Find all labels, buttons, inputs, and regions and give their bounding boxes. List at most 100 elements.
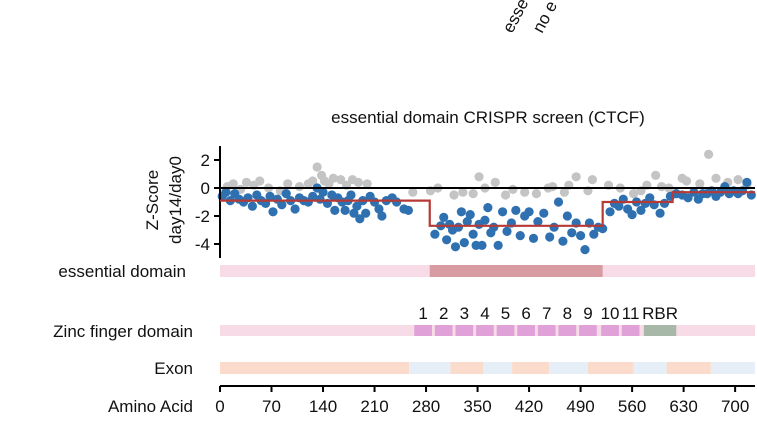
nonessential-point [449, 190, 459, 200]
y-tick-label: 2 [201, 151, 210, 170]
essential-point [361, 208, 371, 218]
essential-point [430, 229, 440, 239]
x-tick-label: 350 [463, 397, 491, 416]
y-axis-ticks: 2 0 -2 -4 [195, 151, 220, 254]
essential-point [330, 205, 340, 215]
nonessential-point [228, 179, 238, 189]
zinc-finger-number: 1 [418, 304, 427, 323]
nonessential-point [408, 187, 418, 197]
essential-point [450, 242, 461, 252]
essential-domain-track [220, 265, 755, 277]
essential-point [349, 208, 359, 218]
essential-point [545, 232, 555, 242]
essential-point [221, 187, 231, 197]
zinc-finger-2 [434, 325, 453, 336]
essential-point [403, 205, 413, 215]
zinc-finger-label: Zinc finger domain [53, 322, 193, 341]
nonessential-point [508, 184, 518, 194]
zinc-finger-track: 1 2 3 4 5 6 7 8 9 10 11 RBR [220, 304, 755, 336]
nonessential-point [587, 175, 597, 185]
nonessential-point [255, 176, 265, 186]
essential-point [355, 214, 365, 224]
essential-point [605, 207, 615, 217]
essential-point [558, 236, 568, 246]
essential-point [567, 228, 577, 238]
essential-point [528, 233, 539, 243]
segment-mean-line [220, 191, 755, 227]
exon-segment [409, 362, 451, 374]
nonessential-point [474, 172, 484, 182]
y-axis-label-line2: day14/day0 [166, 156, 185, 244]
x-tick-label: 560 [618, 397, 646, 416]
essential-point [290, 204, 300, 214]
essential-domain-label: essential domain [58, 262, 186, 281]
zinc-finger-number: 6 [521, 304, 530, 323]
zinc-finger-number: 5 [501, 304, 510, 323]
zinc-finger-number: 4 [480, 304, 489, 323]
essential-point [340, 205, 350, 215]
rbr-label: RBR [642, 304, 678, 323]
nonessential-point [571, 172, 581, 182]
nonessential-point [294, 182, 305, 192]
essential-point [655, 208, 665, 218]
essential-point [511, 205, 521, 215]
zinc-finger-3 [455, 325, 474, 336]
nonessential-point [733, 175, 743, 185]
essential-point [462, 217, 472, 227]
x-tick-label: 210 [360, 397, 388, 416]
essential-point [483, 203, 493, 213]
nonessential-point [468, 189, 478, 199]
x-tick-label: 420 [515, 397, 543, 416]
x-axis-ticks: 0 70 140 210 280 350 420 490 560 630 700 [215, 386, 749, 416]
essential-point [247, 201, 257, 211]
nonessential-point [704, 149, 714, 159]
nonessential-point [628, 189, 639, 199]
nonessential-point [312, 162, 322, 172]
exon-segment [512, 362, 549, 374]
x-tick-label: 280 [412, 397, 440, 416]
nonessential-point [328, 173, 338, 183]
essential-point [636, 205, 646, 215]
exon-track [220, 362, 755, 374]
essential-domain-region [429, 265, 603, 277]
x-axis-label: Amino Acid [108, 397, 193, 416]
nonessential-point [490, 177, 500, 187]
essential-point [268, 207, 278, 217]
nonessential-point [651, 170, 661, 180]
nonessential-point [695, 179, 705, 189]
x-tick-label: 70 [262, 397, 281, 416]
essential-point [352, 201, 362, 211]
essential-point [493, 240, 503, 250]
essential-point [265, 191, 275, 201]
essential-point [659, 198, 670, 208]
exon-segment [220, 362, 410, 374]
nonessential-point [458, 187, 468, 197]
exon-segment [587, 362, 634, 374]
essential-point [645, 193, 655, 203]
essential-point [502, 226, 512, 236]
x-tick-label: 630 [669, 397, 697, 416]
essential-point [442, 235, 452, 245]
exon-segment [710, 362, 755, 374]
exon-segment [548, 362, 588, 374]
essential-point [374, 204, 384, 214]
zinc-finger-6 [517, 325, 535, 336]
nonessential-point [548, 182, 558, 192]
zinc-finger-number: 2 [439, 304, 448, 323]
y-tick-label: -2 [195, 207, 210, 226]
zinc-finger-9 [579, 325, 597, 336]
x-tick-label: 0 [215, 397, 224, 416]
y-axis-label-line1: Z-Score [143, 170, 162, 230]
essential-point [539, 208, 549, 218]
rbr-region [643, 325, 677, 336]
essential-point [459, 238, 469, 248]
zinc-finger-number: 11 [622, 304, 640, 323]
x-tick-label: 490 [566, 397, 594, 416]
zinc-finger-number: 8 [563, 304, 572, 323]
essential-point [497, 207, 508, 217]
chart-title: essential domain CRISPR screen (CTCF) [331, 108, 645, 127]
zinc-finger-1 [414, 325, 432, 336]
essential-point [589, 229, 599, 239]
nonessential-point [283, 179, 293, 189]
